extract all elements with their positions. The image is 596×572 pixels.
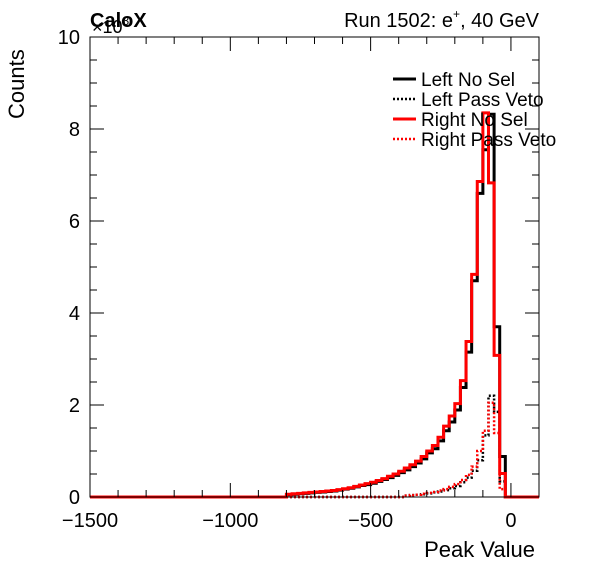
axis-tick-labels: −1500 −1000 −500 0 0 2 4 6 8 10 <box>58 27 517 532</box>
series-line-left-pass-veto <box>90 394 539 499</box>
legend-label-left-no-sel: Left No Sel <box>421 70 515 91</box>
x-tick-label: −1500 <box>62 510 118 532</box>
histogram-series-group <box>90 111 539 499</box>
x-tick-label: −500 <box>348 510 393 532</box>
y-tick-label: 10 <box>58 27 80 49</box>
y-tick-label: 0 <box>69 487 80 509</box>
run-info-label: Run 1502: e+, 40 GeV <box>344 7 540 32</box>
y-tick-label: 8 <box>69 119 80 141</box>
y-tick-label: 4 <box>69 303 80 325</box>
axis-ticks <box>89 36 540 498</box>
x-tick-label: −1000 <box>202 510 258 532</box>
y-tick-label: 6 <box>69 211 80 233</box>
y-tick-label: 2 <box>69 395 80 417</box>
y-axis-label: Counts <box>4 49 29 119</box>
legend-label-right-no-sel: Right No Sel <box>421 110 528 131</box>
series-line-right-pass-veto <box>90 401 539 499</box>
y-axis-multiplier: ×103 <box>92 14 130 37</box>
x-axis-label: Peak Value <box>424 537 535 562</box>
series-line-right-no-sel <box>90 111 539 499</box>
legend-label-left-pass-veto: Left Pass Veto <box>421 90 544 111</box>
experiment-label: CaloX <box>90 10 147 32</box>
x-tick-label: 0 <box>505 510 516 532</box>
legend-label-right-pass-veto: Right Pass Veto <box>421 130 556 151</box>
